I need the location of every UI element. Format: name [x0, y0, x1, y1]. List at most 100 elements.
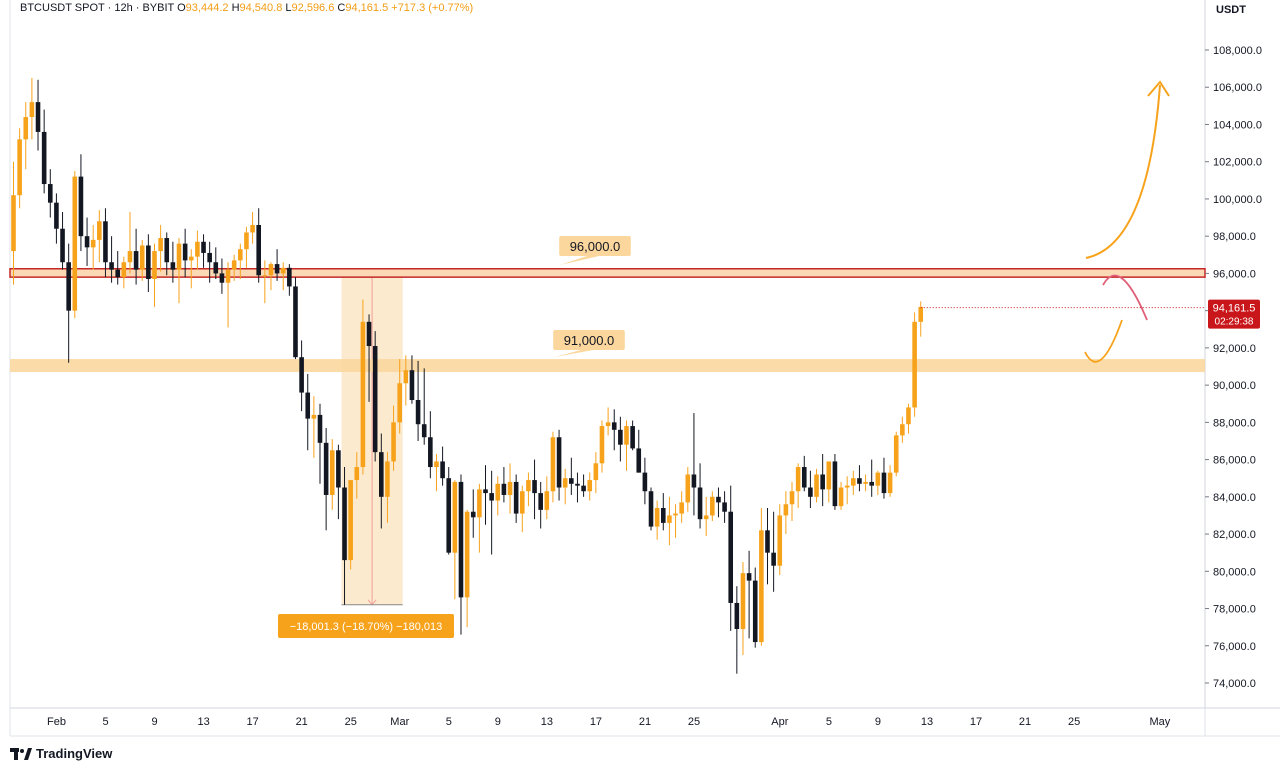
candle-body [697, 487, 703, 520]
candle [127, 211, 133, 274]
candle-body [844, 485, 850, 488]
candle-body [17, 139, 22, 196]
x-tick-label: 17 [590, 716, 602, 728]
candle [838, 481, 844, 510]
candle-body [519, 491, 525, 514]
resistance-zone-96000 [9, 268, 1206, 278]
candle-body [379, 452, 384, 497]
candle-body [832, 461, 838, 507]
candle-body [569, 478, 574, 484]
candle-body [280, 267, 286, 274]
candle [121, 256, 127, 289]
candle [771, 511, 776, 592]
support-zone-91000 [10, 359, 1205, 373]
candle-body [918, 306, 924, 322]
y-tick-label: 90,000.0 [1213, 380, 1256, 392]
candle-body [771, 552, 776, 566]
candle-body [722, 502, 727, 512]
tradingview-icon [10, 747, 32, 760]
candle-body [188, 256, 194, 261]
candle [360, 299, 366, 475]
candle-body [219, 273, 225, 283]
candle [219, 258, 225, 294]
candle [783, 491, 789, 535]
candle-body [483, 489, 488, 494]
candle [72, 171, 78, 319]
candle-body [452, 481, 458, 553]
candle [562, 468, 568, 505]
candle [875, 470, 881, 495]
candle [391, 405, 396, 471]
y-tick-label: 84,000.0 [1213, 492, 1256, 504]
candle [826, 461, 832, 503]
y-tick-label: 96,000.0 [1213, 268, 1256, 280]
x-tick-label: 17 [247, 716, 259, 728]
candle-body [262, 275, 268, 277]
candle-body [213, 262, 219, 274]
candle [336, 444, 341, 520]
candle-body [826, 461, 832, 490]
candle [372, 331, 378, 462]
tradingview-logo[interactable]: TradingView [10, 746, 112, 761]
x-tick-label: 21 [639, 716, 651, 728]
level-label-96000: 96,000.0 [559, 236, 631, 265]
candle-body [734, 602, 740, 630]
candle [851, 470, 856, 495]
candle-body [526, 480, 531, 492]
candle [329, 439, 335, 510]
candle [630, 420, 635, 451]
candle [311, 396, 317, 458]
candle-body [152, 251, 157, 279]
x-tick-label: Mar [390, 716, 409, 728]
candle-body [869, 481, 874, 486]
candle [23, 102, 29, 170]
candle-body [103, 221, 108, 263]
candle [477, 483, 482, 553]
candle [734, 586, 740, 674]
candle [795, 463, 801, 508]
x-tick-label: 17 [970, 716, 982, 728]
candle [41, 109, 47, 194]
bullish-arrow-head [1147, 80, 1170, 97]
candle [673, 504, 678, 538]
candle-body [391, 422, 396, 462]
candle-body [133, 251, 139, 270]
candle [201, 234, 206, 268]
candle [703, 496, 709, 536]
candle [17, 128, 22, 209]
x-tick-label: 13 [197, 716, 209, 728]
candle-body [777, 515, 783, 566]
candle-body [158, 238, 163, 252]
x-tick-label: 13 [921, 716, 933, 728]
y-tick-label: 76,000.0 [1213, 641, 1256, 653]
candle [90, 225, 96, 270]
candle [581, 474, 586, 497]
x-tick-label: 25 [345, 716, 357, 728]
candle [323, 427, 329, 531]
candle-body [906, 407, 911, 425]
x-tick-label: 25 [1068, 716, 1080, 728]
candle-body [752, 580, 758, 643]
candle-body [710, 496, 715, 516]
candle-body [562, 478, 568, 488]
candle-body [84, 236, 90, 248]
candle-body [256, 225, 261, 276]
x-tick-label: 9 [875, 716, 881, 728]
candle [29, 77, 35, 140]
level-label-96000-text: 96,000.0 [570, 239, 621, 254]
candle [11, 161, 16, 285]
candle [421, 368, 427, 445]
x-tick-label: 5 [102, 716, 108, 728]
candle-body [795, 467, 801, 492]
candle-body [90, 239, 96, 248]
y-tick-label: 74,000.0 [1213, 678, 1256, 690]
candle-body [323, 442, 329, 495]
candle-body [329, 450, 335, 495]
candle-body [464, 511, 470, 598]
candle-body [201, 241, 206, 253]
candle-body [348, 480, 353, 561]
candle [446, 467, 452, 555]
candle-body [477, 489, 482, 518]
candle-body [385, 461, 390, 497]
